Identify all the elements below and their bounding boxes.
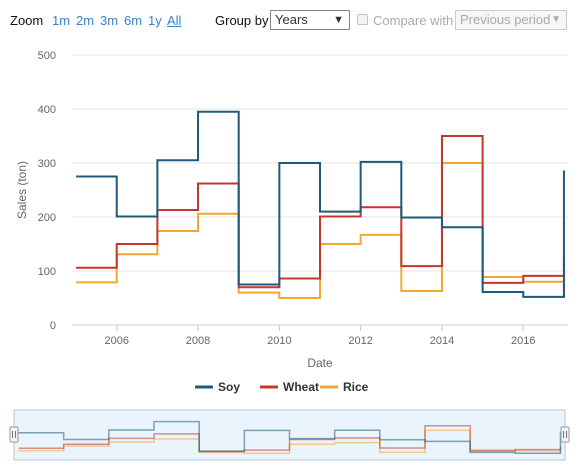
x-tick-label: 2014 (430, 335, 454, 347)
legend-item-wheat[interactable]: Wheat (260, 380, 319, 394)
group-by-select[interactable]: Years ▼ (270, 10, 350, 30)
x-tick-label: 2012 (348, 335, 372, 347)
dropdown-arrow-icon: ▼ (333, 11, 344, 29)
legend-label: Wheat (283, 380, 319, 394)
zoom-6m-button[interactable]: 6m (124, 13, 142, 28)
navigator[interactable] (10, 410, 569, 460)
series-lines (76, 112, 564, 298)
y-axis-ticks: 0 100 200 300 400 500 (38, 50, 56, 332)
y-tick-label: 0 (50, 320, 56, 332)
x-axis-label: Date (307, 356, 333, 370)
group-by-value: Years (275, 12, 308, 27)
y-tick-label: 100 (38, 266, 56, 278)
chevron-down-icon: ▼ (551, 11, 561, 29)
zoom-1m-button[interactable]: 1m (52, 13, 70, 28)
navigator-left-handle[interactable] (10, 427, 18, 442)
sales-chart: 0 100 200 300 400 500 2006 2008 2010 2012 2014 201… (0, 40, 580, 470)
zoom-2m-button[interactable]: 2m (76, 13, 94, 28)
y-tick-label: 500 (38, 50, 56, 62)
zoom-all-button[interactable]: All (167, 13, 181, 28)
compare-label: Compare with (373, 13, 453, 28)
toolbar: Zoom 1m 2m 3m 6m 1y All Group by Years ▼… (0, 0, 580, 40)
x-tick-label: 2008 (186, 335, 210, 347)
x-tick-label: 2016 (511, 335, 535, 347)
y-axis-label: Sales (ton) (15, 161, 29, 219)
y-tick-label: 400 (38, 104, 56, 116)
navigator-right-handle[interactable] (561, 427, 569, 442)
x-tick-label: 2006 (104, 335, 128, 347)
y-tick-label: 300 (38, 158, 56, 170)
compare-period-select[interactable]: Previous period ▼ (455, 10, 567, 30)
legend-label: Soy (218, 380, 240, 394)
legend: Soy Wheat Rice (195, 380, 369, 394)
legend-label: Rice (343, 380, 369, 394)
x-tick-label: 2010 (267, 335, 291, 347)
y-tick-label: 200 (38, 212, 56, 224)
zoom-3m-button[interactable]: 3m (100, 13, 118, 28)
compare-checkbox[interactable] (357, 14, 368, 25)
compare-period-value: Previous period (460, 12, 550, 27)
x-axis-ticks: 2006 2008 2010 2012 2014 2016 (104, 325, 535, 347)
zoom-label: Zoom (10, 13, 43, 28)
legend-item-soy[interactable]: Soy (195, 380, 240, 394)
zoom-1y-button[interactable]: 1y (148, 13, 162, 28)
group-by-label: Group by (215, 13, 268, 28)
legend-item-rice[interactable]: Rice (320, 380, 369, 394)
